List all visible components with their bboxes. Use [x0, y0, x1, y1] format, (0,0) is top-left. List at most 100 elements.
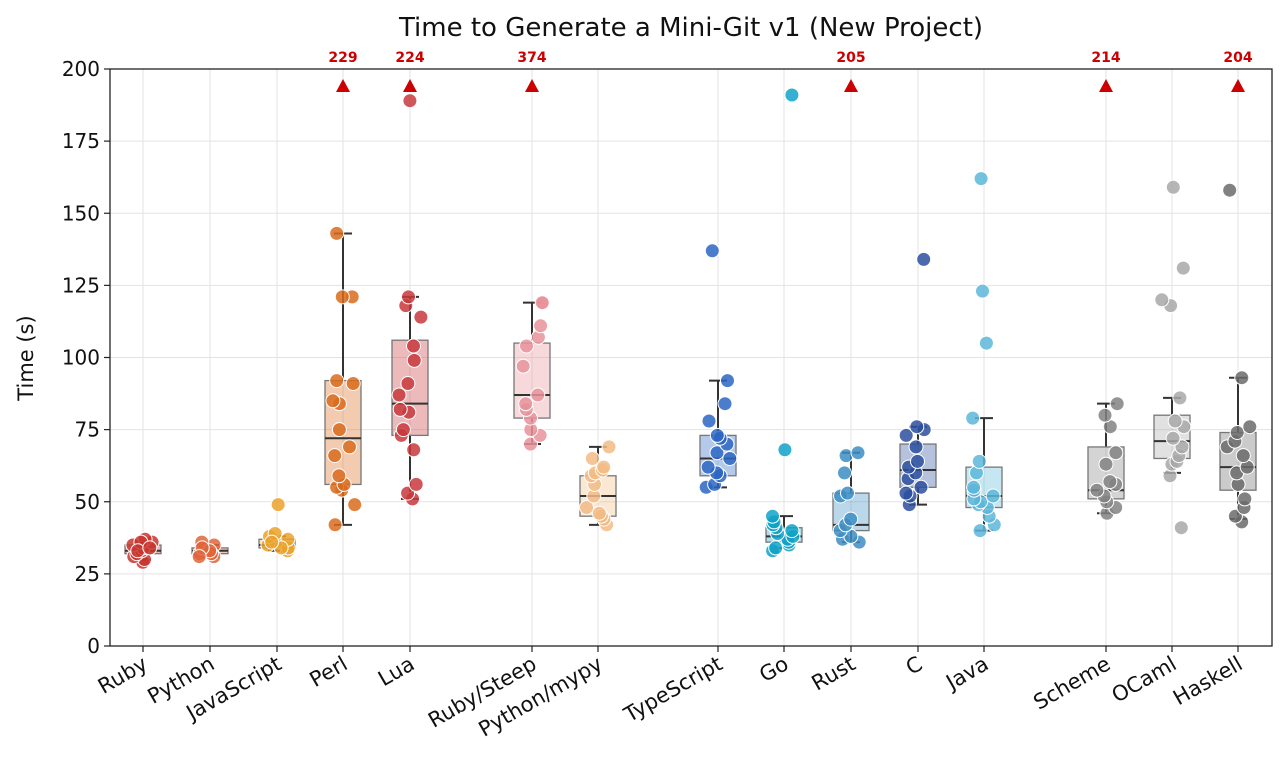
data-point	[406, 338, 421, 354]
data-point	[978, 335, 994, 351]
data-point	[1108, 445, 1124, 461]
data-point	[530, 387, 546, 403]
data-point	[916, 251, 932, 267]
y-tick-label: 50	[75, 490, 100, 514]
data-point	[973, 171, 989, 187]
data-point	[392, 401, 408, 417]
y-tick-label: 200	[62, 57, 100, 81]
data-point	[270, 497, 286, 513]
offscale-marker	[1099, 79, 1113, 92]
x-tick-label: Scheme	[1029, 652, 1114, 715]
x-tick-label: Haskell	[1169, 652, 1246, 711]
data-point	[402, 93, 418, 109]
offscale-label: 214	[1091, 50, 1120, 66]
x-tick-label: C	[902, 652, 927, 680]
data-point	[898, 427, 914, 443]
offscale-markers: 229 224 374 205 214 204	[328, 50, 1253, 92]
data-point	[850, 445, 866, 461]
x-tick-label: Java	[940, 652, 992, 696]
y-tick-label: 75	[75, 418, 100, 442]
x-tick-label: Perl	[305, 652, 351, 692]
data-point	[391, 387, 407, 403]
data-point	[777, 442, 793, 458]
data-point	[985, 488, 1001, 504]
data-point	[579, 500, 595, 515]
data-point	[975, 283, 990, 299]
data-point	[401, 289, 416, 305]
offscale-label: 205	[836, 50, 865, 66]
data-point	[1165, 179, 1181, 195]
data-point	[142, 540, 158, 556]
y-tick-label: 0	[87, 634, 100, 658]
data-point	[840, 485, 855, 501]
y-tick-label: 100	[62, 346, 100, 370]
data-point	[519, 338, 534, 354]
offscale-marker	[1231, 79, 1245, 92]
x-tick-label: Lua	[374, 652, 418, 692]
data-point	[408, 476, 424, 492]
data-point	[1173, 520, 1189, 536]
data-point	[533, 318, 549, 334]
data-point	[1089, 482, 1105, 498]
data-point	[898, 485, 914, 501]
data-point	[327, 448, 343, 464]
data-point	[971, 453, 987, 469]
data-point	[1242, 419, 1258, 435]
data-point	[1109, 396, 1125, 412]
points	[125, 87, 1258, 570]
y-tick-label: 175	[62, 129, 100, 153]
data-point	[765, 508, 780, 524]
data-point	[1102, 474, 1118, 490]
data-point	[345, 376, 361, 391]
plot-frame	[109, 68, 1273, 647]
boxes	[124, 232, 1257, 561]
data-point	[327, 517, 343, 533]
data-point	[1167, 413, 1183, 429]
data-point	[1229, 425, 1245, 440]
data-point	[768, 540, 784, 556]
offscale-marker	[336, 79, 350, 92]
data-point	[1097, 407, 1113, 423]
data-point	[325, 393, 341, 409]
data-point	[1098, 456, 1114, 472]
offscale-label: 224	[395, 50, 424, 66]
data-point	[720, 373, 735, 389]
data-point	[347, 497, 363, 513]
data-point	[784, 87, 800, 103]
grid	[110, 68, 1272, 647]
data-point	[722, 451, 738, 466]
data-point	[784, 523, 800, 539]
data-point	[972, 523, 988, 539]
data-point	[1235, 448, 1251, 464]
data-point	[709, 427, 725, 443]
data-point	[591, 505, 607, 521]
data-point	[406, 352, 422, 368]
data-point	[329, 225, 345, 241]
data-point	[515, 358, 531, 374]
offscale-label: 374	[517, 50, 546, 66]
y-tick-label: 150	[62, 201, 100, 225]
data-point	[1234, 370, 1250, 386]
offscale-marker	[844, 79, 858, 92]
y-axis-label: Time (s)	[14, 315, 38, 401]
y-tick-label: 25	[75, 562, 100, 586]
data-point	[264, 534, 280, 550]
y-tick-label: 125	[62, 273, 100, 297]
data-point	[1237, 491, 1253, 507]
data-point	[523, 436, 538, 452]
data-point	[342, 439, 357, 455]
data-point	[701, 413, 717, 429]
data-point	[331, 422, 347, 438]
data-point	[908, 439, 924, 455]
data-point	[965, 410, 981, 426]
axes: 0255075100125150175200RubyPythonJavaScri…	[62, 57, 1273, 742]
data-point	[400, 376, 416, 391]
data-point	[584, 451, 600, 466]
data-point	[1172, 390, 1188, 406]
x-tick-label: OCaml	[1108, 652, 1181, 708]
data-point	[406, 442, 422, 458]
data-point	[1165, 430, 1181, 446]
data-point	[913, 479, 929, 495]
